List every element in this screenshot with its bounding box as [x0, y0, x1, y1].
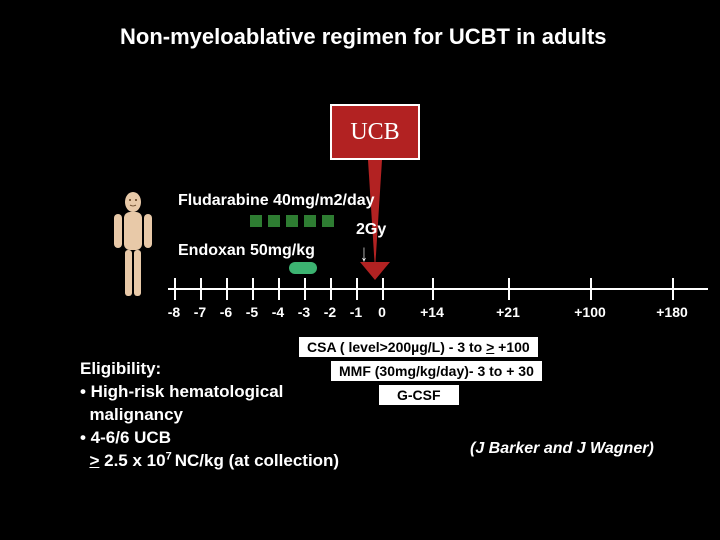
endoxan-dose-icon — [289, 262, 317, 274]
fludarabine-doses — [250, 214, 340, 232]
endoxan-label: Endoxan 50mg/kg — [178, 242, 315, 260]
fludarabine-label: Fludarabine 40mg/m2/day — [178, 192, 375, 210]
elig-line-1b: malignancy — [80, 405, 183, 424]
slide-title: Non-myeloablative regimen for UCBT in ad… — [120, 24, 690, 50]
timeline-tick — [252, 278, 254, 300]
tbi-label: 2Gy — [356, 221, 386, 239]
timeline-tick-label: -1 — [350, 304, 362, 320]
human-body-icon — [110, 192, 156, 302]
mmf-box: MMF (30mg/kg/day)- 3 to + 30 — [330, 360, 543, 382]
credit-text: (J Barker and J Wagner) — [470, 440, 654, 458]
timeline-tick-label: -4 — [272, 304, 284, 320]
elig-line-2: • 4-6/6 UCB — [80, 428, 171, 447]
timeline-tick — [174, 278, 176, 300]
csa-text-pre: CSA ( level>200µg/L) - 3 to — [307, 339, 486, 355]
timeline-tick — [278, 278, 280, 300]
timeline-tick — [382, 278, 384, 300]
timeline-tick-label: -2 — [324, 304, 336, 320]
timeline-tick-label: +14 — [420, 304, 444, 320]
gcsf-box: G-CSF — [378, 384, 460, 406]
timeline-tick-label: +100 — [574, 304, 606, 320]
timeline-tick-label: -8 — [168, 304, 180, 320]
ucb-box: UCB — [330, 104, 420, 160]
csa-box: CSA ( level>200µg/L) - 3 to > +100 — [298, 336, 539, 358]
timeline-axis — [168, 288, 708, 290]
timeline-tick — [508, 278, 510, 300]
timeline-tick — [672, 278, 674, 300]
eligibility-block: Eligibility: • High-risk hematological m… — [80, 358, 339, 473]
eligibility-header: Eligibility: — [80, 359, 161, 378]
timeline-tick-label: -7 — [194, 304, 206, 320]
csa-text-post: +100 — [494, 339, 529, 355]
elig-line-3: > 2.5 x 107 NC/kg (at collection) — [80, 451, 339, 470]
timeline-tick — [304, 278, 306, 300]
timeline-tick — [330, 278, 332, 300]
timeline-tick-label: +180 — [656, 304, 688, 320]
timeline-tick — [226, 278, 228, 300]
timeline-tick-label: -6 — [220, 304, 232, 320]
timeline-tick-label: +21 — [496, 304, 520, 320]
timeline-tick — [590, 278, 592, 300]
elig-line-1: • High-risk hematological — [80, 382, 283, 401]
timeline-tick — [356, 278, 358, 300]
timeline-tick-label: 0 — [378, 304, 386, 320]
tbi-arrow-icon: ↓ — [360, 240, 367, 268]
timeline-tick-label: -3 — [298, 304, 310, 320]
timeline-tick — [200, 278, 202, 300]
timeline-tick — [432, 278, 434, 300]
timeline-tick-label: -5 — [246, 304, 258, 320]
ucb-arrow-body — [368, 160, 382, 270]
